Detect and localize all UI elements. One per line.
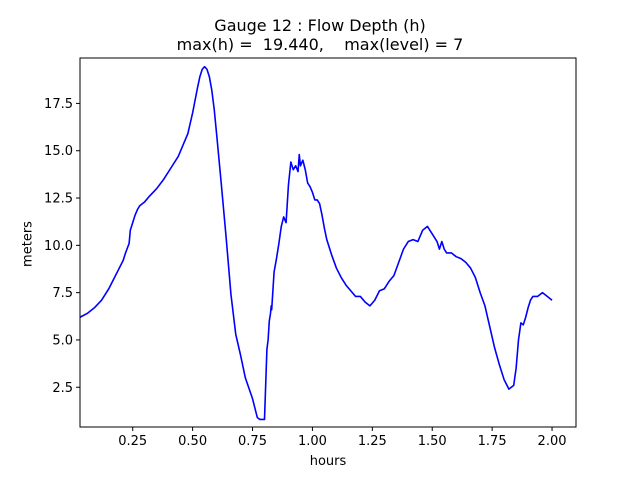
y-axis-label: meters bbox=[20, 221, 36, 267]
y-tick-label: 7.5 bbox=[52, 286, 73, 301]
y-tick-label: 15.0 bbox=[44, 144, 73, 159]
x-tick-label: 0.50 bbox=[178, 434, 207, 449]
x-tick-label: 1.00 bbox=[298, 434, 327, 449]
y-tick-label: 2.5 bbox=[52, 381, 73, 396]
series-line-0 bbox=[79, 65, 553, 421]
chart-title: Gauge 12 : Flow Depth (h) bbox=[214, 16, 426, 35]
x-tick-label: 0.75 bbox=[238, 434, 267, 449]
x-tick-label: 2.00 bbox=[538, 434, 567, 449]
x-axis-label: hours bbox=[309, 454, 347, 469]
y-tick-label: 17.5 bbox=[44, 97, 73, 112]
y-tick-label: 12.5 bbox=[44, 192, 73, 207]
series-layer bbox=[79, 65, 553, 421]
y-tick-label: 10.0 bbox=[44, 239, 73, 254]
x-tick-label: 1.50 bbox=[418, 434, 447, 449]
axes-frame bbox=[79, 57, 577, 428]
y-axis-ticks: 2.5 5.0 7.5 10.0 12.5 15.0 17.5 bbox=[44, 97, 80, 396]
x-tick-label: 0.25 bbox=[118, 434, 147, 449]
chart-subtitle: max(h) = 19.440, max(level) = 7 bbox=[176, 35, 464, 54]
y-tick-label: 5.0 bbox=[52, 333, 73, 348]
x-tick-label: 1.25 bbox=[358, 434, 387, 449]
x-axis-ticks: 0.25 0.50 0.75 1.00 1.25 1.50 1.75 2.00 bbox=[118, 427, 567, 449]
x-tick-label: 1.75 bbox=[478, 434, 507, 449]
